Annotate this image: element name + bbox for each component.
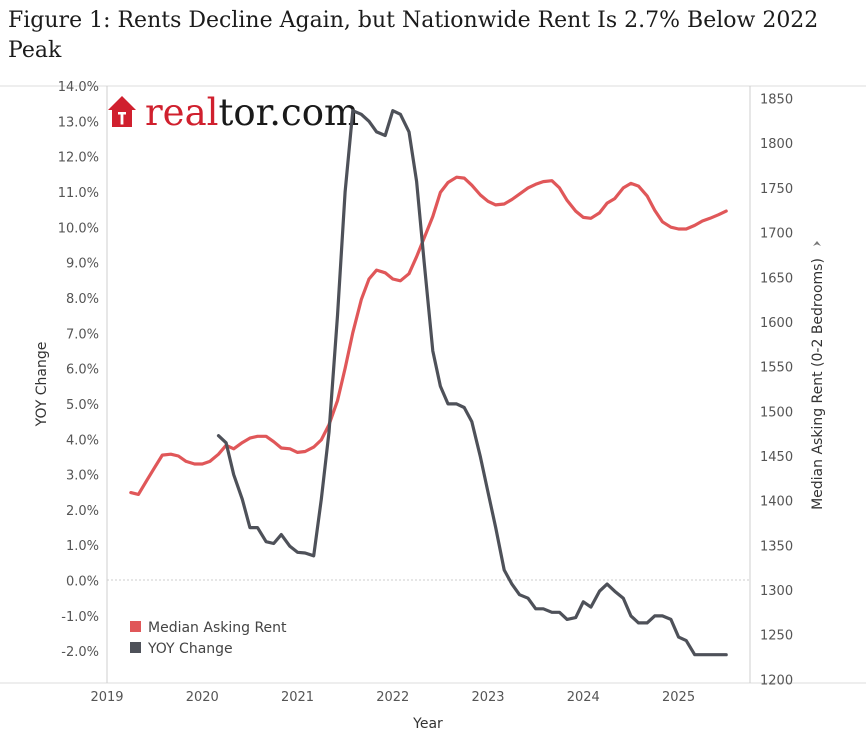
plot-frame bbox=[0, 85, 866, 684]
y-right-tick-label: 1800 bbox=[760, 137, 793, 152]
y-left-tick-label: 13.0% bbox=[58, 115, 99, 130]
x-tick-label-2024: 2024 bbox=[567, 690, 600, 705]
y-left-tick-label: 4.0% bbox=[66, 433, 99, 448]
y-left-tick-label: 5.0% bbox=[66, 398, 99, 413]
y-left-tick-label: 12.0% bbox=[58, 151, 99, 166]
y-left-tick-label: 14.0% bbox=[58, 80, 99, 95]
y-axis-left-ticks: 14.0% 13.0% 12.0% 11.0% 10.0% 9.0% 8.0% 7.0% 6.0… bbox=[58, 80, 99, 660]
y-right-tick-label: 1850 bbox=[760, 93, 793, 108]
y-left-tick-label: 8.0% bbox=[66, 292, 99, 307]
legend-swatch-rent bbox=[130, 621, 141, 632]
legend: Median Asking Rent YOY Change bbox=[130, 620, 287, 657]
y-right-tick-label: 1200 bbox=[760, 673, 793, 688]
y-right-tick-label: 1650 bbox=[760, 271, 793, 286]
logo-text-black: tor.com bbox=[218, 91, 359, 134]
y-left-tick-label: 11.0% bbox=[58, 186, 99, 201]
x-tick-label-2019: 2019 bbox=[90, 690, 123, 705]
y-left-tick-label: 0.0% bbox=[66, 575, 99, 590]
x-axis-title: Year bbox=[412, 716, 443, 732]
y-left-tick-label: 3.0% bbox=[66, 469, 99, 484]
y-right-tick-label: 1700 bbox=[760, 227, 793, 242]
x-tick-label-2021: 2021 bbox=[281, 690, 314, 705]
y-left-tick-label: 9.0% bbox=[66, 257, 99, 272]
legend-swatch-yoy bbox=[130, 642, 141, 653]
y-left-tick-label: 1.0% bbox=[66, 539, 99, 554]
x-tick-label-2025: 2025 bbox=[662, 690, 695, 705]
y-right-tick-label: 1750 bbox=[760, 182, 793, 197]
sort-icon[interactable] bbox=[813, 241, 821, 246]
y-axis-left-title: YOY Change bbox=[34, 342, 50, 428]
x-axis-ticks: 2019 2020 2021 2022 2023 2024 2025 bbox=[90, 690, 695, 705]
logo-text-red: real bbox=[145, 91, 218, 134]
y-right-tick-label: 1600 bbox=[760, 316, 793, 331]
legend-label-yoy: YOY Change bbox=[147, 641, 233, 657]
y-left-tick-label: -1.0% bbox=[61, 610, 99, 625]
y-right-tick-label: 1350 bbox=[760, 539, 793, 554]
realtor-logo: realtor.com bbox=[108, 91, 359, 134]
y-right-tick-label: 1300 bbox=[760, 584, 793, 599]
legend-label-rent: Median Asking Rent bbox=[148, 620, 287, 636]
y-right-tick-label: 1500 bbox=[760, 405, 793, 420]
house-icon bbox=[108, 96, 136, 127]
series-line-median-asking-rent bbox=[129, 175, 728, 496]
y-left-tick-label: 2.0% bbox=[66, 504, 99, 519]
x-tick-label-2020: 2020 bbox=[186, 690, 219, 705]
y-right-tick-label: 1250 bbox=[760, 629, 793, 644]
y-left-tick-label: 7.0% bbox=[66, 327, 99, 342]
x-tick-label-2023: 2023 bbox=[471, 690, 504, 705]
chart-title: Figure 1: Rents Decline Again, but Natio… bbox=[8, 8, 819, 63]
x-tick-label-2022: 2022 bbox=[376, 690, 409, 705]
series-line-yoy-change bbox=[216, 109, 728, 657]
y-left-tick-label: -2.0% bbox=[61, 645, 99, 660]
y-left-tick-label: 6.0% bbox=[66, 363, 99, 378]
y-right-tick-label: 1450 bbox=[760, 450, 793, 465]
logo-text: realtor.com bbox=[145, 91, 359, 134]
y-right-tick-label: 1400 bbox=[760, 495, 793, 510]
y-axis-right-title: Median Asking Rent (0-2 Bedrooms) bbox=[810, 258, 826, 510]
y-axis-right-ticks: 1850 1800 1750 1700 1650 1600 1550 1500 1450 1400… bbox=[760, 93, 793, 689]
y-right-tick-label: 1550 bbox=[760, 361, 793, 376]
y-left-tick-label: 10.0% bbox=[58, 221, 99, 236]
series-layer bbox=[129, 109, 728, 657]
